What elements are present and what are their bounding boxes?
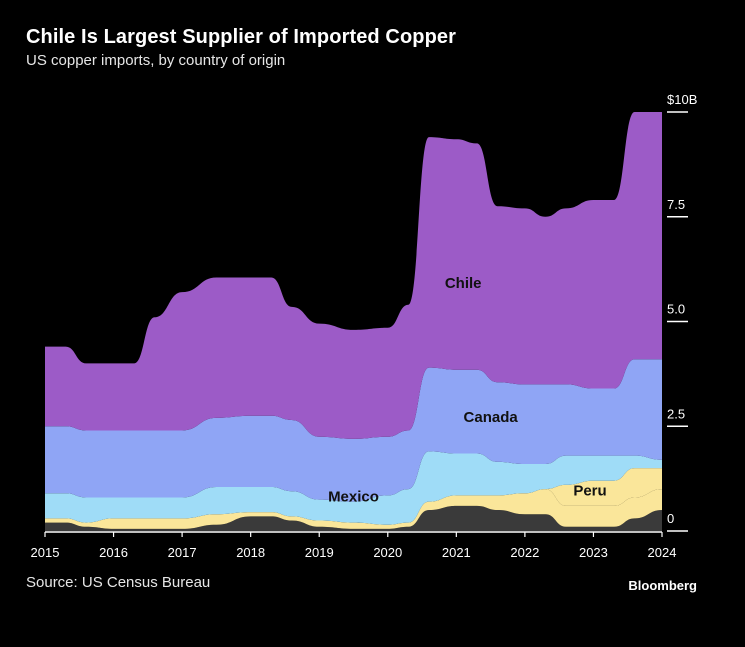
area-series-group [45,112,662,531]
x-tick-label: 2022 [510,545,539,560]
area-series-chile [45,112,662,439]
x-tick-label: 2020 [373,545,402,560]
y-tick-label: 2.5 [667,406,685,421]
x-tick-label: 2019 [305,545,334,560]
chart-subtitle: US copper imports, by country of origin [26,52,286,69]
area-label-chile: Chile [445,275,482,292]
x-tick-label: 2018 [236,545,265,560]
chart-title: Chile Is Largest Supplier of Imported Co… [26,26,457,48]
area-labels-group: Chile Canada Mexico Peru [328,275,607,506]
x-tick-label: 2015 [31,545,60,560]
y-tick-label: $10B [667,92,697,107]
area-label-peru: Peru [573,482,606,499]
x-tick-label: 2017 [168,545,197,560]
y-tick-label: 0 [667,511,674,526]
x-tick-label: 2016 [99,545,128,560]
area-label-mexico: Mexico [328,489,379,506]
x-axis: 2015 2016 2017 2018 2019 2020 2021 2022 2023 2024 [31,531,677,560]
y-tick-label: 5.0 [667,302,685,317]
area-series-other-0 [45,505,662,531]
area-series-canada [45,359,662,502]
y-axis: 0 2.5 5.0 7.5 $10B [667,92,697,532]
source-note: Source: US Census Bureau [26,574,211,591]
x-tick-label: 2023 [579,545,608,560]
area-label-canada: Canada [464,409,519,426]
area-series-other-1 [45,489,662,529]
x-tick-label: 2024 [648,545,677,560]
x-tick-label: 2021 [442,545,471,560]
y-tick-label: 7.5 [667,197,685,212]
area-series-mexico [45,451,662,525]
brand-logo: Bloomberg [628,578,697,593]
